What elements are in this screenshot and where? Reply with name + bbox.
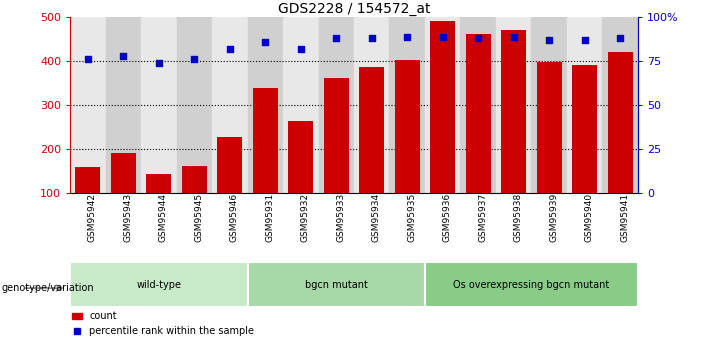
Bar — [537, 62, 562, 193]
Point — [579, 37, 590, 43]
Bar — [602, 17, 638, 193]
Bar — [425, 17, 461, 193]
Bar — [496, 17, 531, 193]
Point — [366, 36, 377, 41]
Bar — [70, 262, 247, 307]
Text: GSM95939: GSM95939 — [549, 193, 558, 243]
Bar — [288, 121, 313, 193]
Bar — [247, 262, 425, 307]
Bar — [212, 17, 247, 193]
Text: GSM95937: GSM95937 — [478, 193, 487, 243]
Bar — [106, 17, 141, 193]
Text: wild-type: wild-type — [136, 280, 182, 289]
Bar — [395, 60, 420, 193]
Point — [615, 36, 626, 41]
Bar — [390, 17, 425, 193]
Text: GSM95943: GSM95943 — [123, 193, 132, 242]
Text: GSM95932: GSM95932 — [301, 193, 310, 242]
Title: GDS2228 / 154572_at: GDS2228 / 154572_at — [278, 2, 430, 16]
Bar — [182, 166, 207, 193]
Bar — [283, 17, 318, 193]
Bar — [247, 17, 283, 193]
Text: GSM95933: GSM95933 — [336, 193, 346, 243]
Bar — [177, 17, 212, 193]
Point — [118, 53, 129, 59]
Bar — [531, 17, 567, 193]
Bar — [70, 17, 106, 193]
Text: bgcn mutant: bgcn mutant — [305, 280, 368, 289]
Bar — [430, 21, 455, 193]
Point — [543, 37, 554, 43]
Bar — [567, 17, 602, 193]
Text: Os overexpressing bgcn mutant: Os overexpressing bgcn mutant — [454, 280, 610, 289]
Bar — [608, 51, 632, 193]
Bar — [318, 17, 354, 193]
Bar — [461, 17, 496, 193]
Point — [331, 36, 342, 41]
Text: GSM95941: GSM95941 — [620, 193, 629, 242]
Bar — [253, 88, 278, 193]
Point — [224, 46, 236, 52]
Point — [189, 57, 200, 62]
Text: GSM95945: GSM95945 — [194, 193, 203, 242]
Bar — [354, 17, 390, 193]
Point — [508, 34, 519, 39]
Point — [472, 36, 484, 41]
Point — [437, 34, 449, 39]
Text: GSM95944: GSM95944 — [159, 193, 168, 242]
Bar — [425, 262, 638, 307]
Text: GSM95934: GSM95934 — [372, 193, 381, 242]
Bar — [217, 137, 243, 193]
Text: GSM95935: GSM95935 — [407, 193, 416, 243]
Bar — [501, 30, 526, 193]
Point — [402, 34, 413, 39]
Point — [295, 46, 306, 52]
Bar — [360, 67, 384, 193]
Bar — [141, 17, 177, 193]
Bar — [465, 34, 491, 193]
Text: GSM95940: GSM95940 — [585, 193, 594, 242]
Bar — [147, 174, 171, 193]
Bar — [111, 153, 136, 193]
Bar — [324, 78, 348, 193]
Legend: count, percentile rank within the sample: count, percentile rank within the sample — [68, 307, 258, 340]
Text: GSM95931: GSM95931 — [265, 193, 274, 243]
Text: genotype/variation: genotype/variation — [1, 283, 94, 293]
Text: GSM95942: GSM95942 — [88, 193, 97, 242]
Point — [154, 60, 165, 66]
Bar — [76, 167, 100, 193]
Point — [82, 57, 93, 62]
Text: GSM95946: GSM95946 — [230, 193, 239, 242]
Text: GSM95936: GSM95936 — [443, 193, 451, 243]
Bar — [572, 65, 597, 193]
Text: GSM95938: GSM95938 — [514, 193, 523, 243]
Point — [259, 39, 271, 45]
